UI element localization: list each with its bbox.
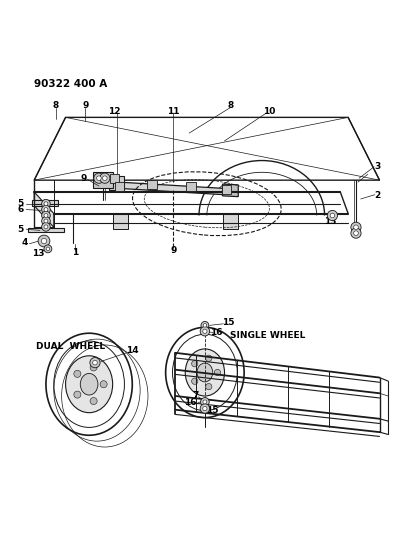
Text: 9: 9 [82, 101, 88, 110]
Ellipse shape [197, 363, 213, 382]
Text: 9: 9 [80, 174, 86, 183]
Circle shape [42, 205, 50, 214]
Text: 15: 15 [207, 406, 219, 415]
Circle shape [354, 231, 358, 236]
Circle shape [42, 223, 50, 231]
Circle shape [90, 364, 97, 371]
Circle shape [46, 247, 50, 251]
FancyBboxPatch shape [115, 182, 125, 191]
Circle shape [44, 245, 52, 253]
Circle shape [203, 407, 207, 411]
Circle shape [201, 321, 209, 329]
Text: 11: 11 [167, 107, 180, 116]
Circle shape [191, 360, 198, 367]
Circle shape [351, 228, 361, 238]
Circle shape [203, 329, 207, 333]
Circle shape [351, 222, 361, 232]
Ellipse shape [80, 374, 98, 395]
Circle shape [200, 404, 210, 413]
Ellipse shape [185, 349, 224, 396]
Circle shape [200, 327, 210, 336]
FancyBboxPatch shape [186, 182, 196, 191]
Circle shape [191, 378, 198, 384]
Circle shape [206, 355, 212, 361]
Text: 15: 15 [222, 318, 235, 327]
Circle shape [42, 211, 50, 220]
Circle shape [203, 400, 207, 404]
Circle shape [100, 173, 110, 183]
Text: 5: 5 [17, 199, 23, 208]
Text: 13: 13 [324, 217, 337, 226]
Text: 6: 6 [17, 205, 23, 214]
Circle shape [327, 211, 338, 221]
Circle shape [354, 225, 358, 230]
Polygon shape [28, 228, 64, 232]
Circle shape [38, 235, 50, 247]
Text: 8: 8 [227, 101, 234, 110]
Circle shape [74, 391, 81, 398]
Text: 10: 10 [263, 107, 276, 116]
FancyBboxPatch shape [222, 185, 231, 195]
Text: 90322 400 A: 90322 400 A [34, 79, 107, 89]
Circle shape [44, 202, 48, 206]
Polygon shape [222, 184, 238, 197]
Polygon shape [93, 172, 113, 188]
Circle shape [90, 398, 97, 405]
FancyBboxPatch shape [147, 180, 157, 189]
Circle shape [201, 398, 209, 406]
Polygon shape [109, 176, 125, 190]
Text: 13: 13 [32, 249, 44, 258]
Circle shape [42, 199, 50, 208]
Circle shape [330, 213, 335, 218]
Polygon shape [113, 182, 230, 195]
Text: 5: 5 [17, 225, 23, 233]
Circle shape [44, 208, 48, 212]
Polygon shape [32, 200, 58, 206]
Circle shape [94, 173, 104, 183]
Text: 16: 16 [210, 328, 222, 337]
Text: SINGLE WHEEL: SINGLE WHEEL [230, 330, 306, 340]
Circle shape [44, 214, 48, 217]
Ellipse shape [66, 356, 113, 413]
Circle shape [203, 324, 207, 327]
Text: 4: 4 [21, 238, 27, 247]
Text: 14: 14 [126, 346, 139, 356]
Text: 7: 7 [192, 391, 198, 400]
Polygon shape [34, 192, 54, 227]
Circle shape [100, 381, 107, 388]
Text: 3: 3 [375, 162, 381, 171]
Polygon shape [222, 214, 238, 229]
Polygon shape [113, 214, 129, 229]
Circle shape [44, 219, 48, 223]
Circle shape [103, 176, 107, 181]
Circle shape [42, 216, 50, 225]
Text: 9: 9 [170, 246, 177, 255]
FancyBboxPatch shape [110, 174, 119, 183]
Text: DUAL  WHEEL: DUAL WHEEL [36, 342, 105, 351]
Text: 12: 12 [108, 107, 121, 116]
Circle shape [97, 176, 101, 181]
Text: 2: 2 [375, 191, 381, 200]
Circle shape [41, 238, 47, 244]
Text: 1: 1 [72, 248, 78, 257]
Circle shape [93, 360, 97, 365]
Circle shape [44, 225, 48, 229]
Circle shape [74, 370, 81, 377]
Text: 16: 16 [184, 398, 197, 407]
Circle shape [214, 369, 220, 376]
Circle shape [90, 358, 100, 368]
Text: 8: 8 [53, 101, 59, 110]
Circle shape [206, 384, 212, 390]
